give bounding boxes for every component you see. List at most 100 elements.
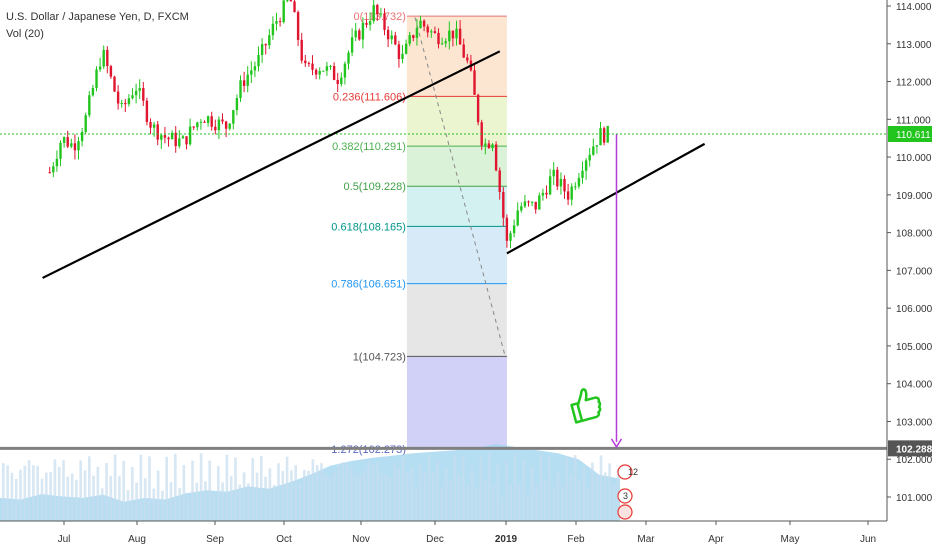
volume-bar bbox=[83, 470, 87, 521]
fib-level-label: 1.272(102.273) bbox=[331, 444, 406, 456]
volume-bar bbox=[281, 470, 285, 521]
volume-bar bbox=[70, 473, 74, 521]
volume-bar bbox=[341, 462, 345, 521]
candle-body bbox=[124, 102, 127, 105]
candle-body bbox=[595, 145, 599, 147]
drawings[interactable]: 12 3 bbox=[0, 50, 887, 520]
event-marker bbox=[617, 488, 633, 504]
candle-body bbox=[304, 60, 307, 64]
candle-body bbox=[149, 121, 152, 128]
candle-body bbox=[354, 30, 357, 38]
volume-bar bbox=[27, 460, 31, 521]
volume-bar bbox=[32, 465, 35, 521]
trendline bbox=[506, 142, 706, 255]
price-tick-label: 107.000 bbox=[896, 266, 932, 277]
price-tick-label: 109.000 bbox=[896, 191, 932, 202]
candle-body bbox=[257, 55, 260, 67]
volume-bar bbox=[161, 490, 164, 521]
candle-body bbox=[314, 69, 318, 75]
candle-body bbox=[379, 13, 383, 15]
time-tick-label: Jun bbox=[860, 534, 876, 545]
volume-bar bbox=[221, 482, 224, 521]
volume-bar bbox=[191, 460, 194, 521]
candle-body bbox=[134, 90, 138, 96]
volume-bar bbox=[217, 466, 220, 521]
volume-bar bbox=[513, 453, 517, 521]
volume-bar bbox=[324, 474, 328, 521]
candle-body bbox=[174, 132, 177, 147]
candle-body bbox=[548, 176, 552, 195]
volume-bar bbox=[139, 454, 143, 521]
candle-body bbox=[559, 178, 563, 187]
volume-bar bbox=[109, 475, 113, 521]
candle-body bbox=[275, 21, 278, 24]
time-tick-label: Sep bbox=[206, 534, 224, 545]
candle-body bbox=[98, 66, 102, 70]
candle-body bbox=[347, 52, 350, 64]
volume-bar bbox=[131, 466, 134, 521]
volume-bar bbox=[49, 472, 52, 521]
volume-bar bbox=[6, 465, 9, 521]
volume-bar bbox=[569, 475, 573, 521]
candle-body bbox=[462, 44, 465, 58]
candle-body bbox=[491, 144, 494, 149]
volume-bar bbox=[143, 478, 147, 521]
symbol-title[interactable]: U.S. Dollar / Japanese Yen, D, FXCM bbox=[6, 11, 189, 23]
volume-bar bbox=[100, 488, 104, 521]
candle-body bbox=[282, 0, 285, 23]
volume-bar bbox=[92, 475, 95, 521]
chart-legend: U.S. Dollar / Japanese Yen, D, FXCM Vol … bbox=[6, 9, 189, 43]
price-tick-label: 110.000 bbox=[896, 153, 932, 164]
volume-bar bbox=[307, 470, 310, 521]
candle-body bbox=[437, 32, 440, 45]
candle-body bbox=[340, 77, 343, 84]
volume-bar bbox=[376, 461, 379, 521]
candle-body bbox=[412, 35, 415, 38]
volume-bar bbox=[479, 457, 482, 521]
candle-body bbox=[206, 116, 210, 123]
candle-body bbox=[606, 125, 609, 143]
volume-bar bbox=[565, 457, 568, 521]
price-tick-label: 113.000 bbox=[896, 40, 932, 51]
event-marker bbox=[617, 504, 633, 520]
volume-bar bbox=[277, 463, 280, 521]
candle-body bbox=[422, 20, 426, 27]
candle-body bbox=[516, 210, 519, 226]
price-axis-bg bbox=[887, 0, 932, 521]
candle-body bbox=[52, 166, 55, 173]
price-axis[interactable]: 114.000 113.000 112.000 111.000 110.000 109.0… bbox=[886, 0, 932, 521]
volume-indicator-title[interactable]: Vol (20) bbox=[6, 28, 44, 40]
volume-bar bbox=[229, 476, 233, 521]
volume-bar bbox=[251, 458, 254, 521]
volume-bar bbox=[204, 481, 207, 521]
time-axis[interactable]: Jul Aug Sep Oct Nov Dec 2019 Feb Mar Apr May Jun bbox=[0, 520, 887, 545]
candle-body bbox=[397, 44, 401, 59]
volume-bar bbox=[135, 482, 138, 521]
candle-body bbox=[563, 178, 566, 192]
volume-bar bbox=[492, 484, 495, 521]
candle-body bbox=[300, 39, 303, 61]
volume-bar bbox=[393, 462, 396, 521]
volume-bar bbox=[337, 463, 340, 521]
volume-bar bbox=[88, 456, 91, 521]
candle-body bbox=[322, 70, 325, 72]
time-tick-label: Apr bbox=[708, 534, 724, 545]
volume-bar bbox=[272, 485, 276, 521]
volume-bar bbox=[526, 495, 530, 521]
candle-body bbox=[296, 12, 300, 40]
price-tick-label: 103.000 bbox=[896, 417, 932, 428]
thumbs-up-icon bbox=[570, 388, 602, 424]
volume-bar bbox=[483, 479, 487, 521]
candle-body bbox=[541, 192, 545, 196]
volume-bar bbox=[380, 473, 383, 521]
volume-bar bbox=[294, 465, 297, 521]
volume-bar bbox=[285, 456, 289, 521]
fibonacci-retracement[interactable]: 0(113.732) 0.236(111.606) 0.382(110.291) 0.… bbox=[331, 11, 507, 456]
volume-bar bbox=[410, 467, 414, 521]
candle-body bbox=[592, 146, 595, 155]
time-tick-label: Aug bbox=[128, 534, 146, 545]
volume-bar bbox=[406, 472, 409, 521]
volume-bar bbox=[582, 466, 586, 521]
candle-body bbox=[505, 217, 509, 241]
candle-body bbox=[584, 160, 588, 171]
